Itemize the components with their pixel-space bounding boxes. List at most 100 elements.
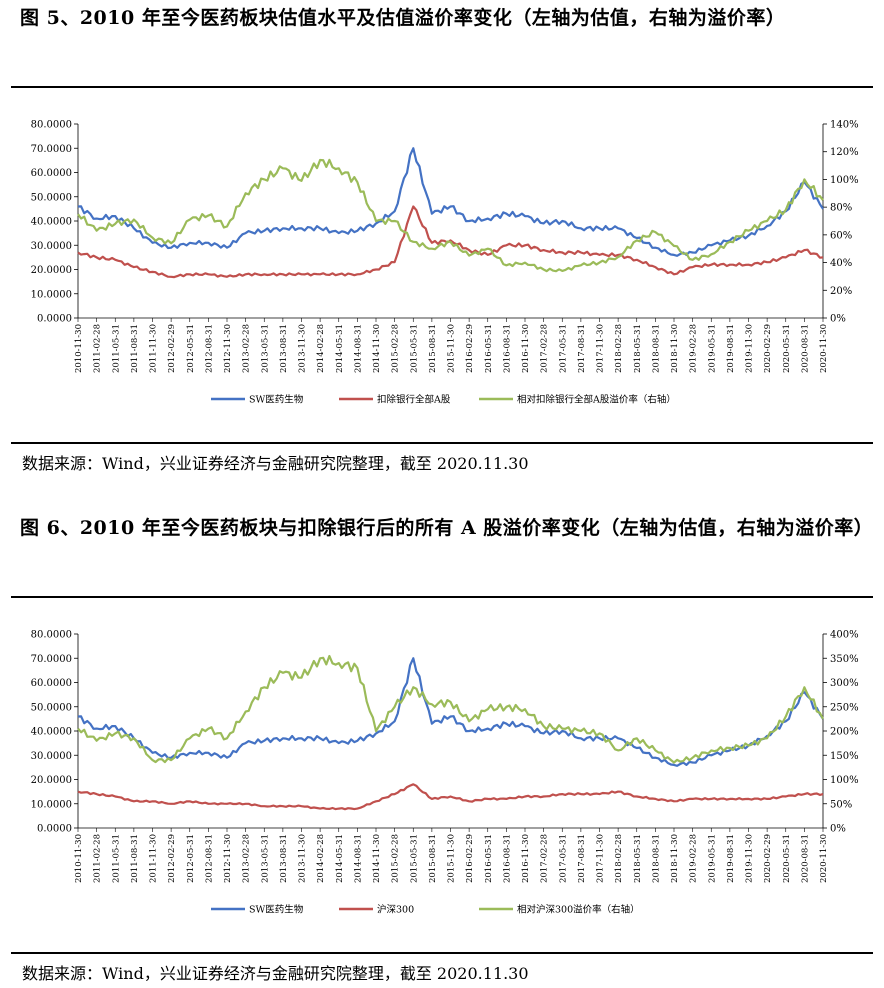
left-tick-label: 20.0000 [31,775,72,786]
x-tick-label: 2013-11-30 [298,324,308,373]
x-tick-label: 2018-02-28 [614,324,624,373]
x-tick-label: 2018-05-31 [633,834,643,883]
right-tick-label: 400% [830,630,859,641]
right-tick-label: 120% [830,147,859,158]
right-tick-label: 350% [830,654,859,665]
left-tick-label: 50.0000 [31,702,72,713]
x-tick-label: 2019-02-28 [689,834,699,883]
x-tick-label: 2020-05-31 [782,324,792,373]
x-tick-label: 2019-05-31 [707,324,717,373]
x-tick-label: 2015-02-28 [391,324,401,373]
left-tick-label: 80.0000 [31,630,72,641]
x-tick-label: 2016-05-31 [484,324,494,373]
x-tick-label: 2012-02-29 [167,834,177,883]
right-tick-label: 0% [830,824,846,835]
x-tick-label: 2013-02-28 [242,324,252,373]
x-tick-label: 2011-05-31 [111,324,121,373]
x-tick-label: 2011-02-28 [93,324,103,373]
x-tick-label: 2015-02-28 [391,834,401,883]
legend-label: 沪深300 [377,904,414,916]
figure-5-bottom-rule [11,442,873,444]
figure-6-bottom-rule [11,952,873,954]
x-tick-label: 2016-02-29 [465,324,475,373]
x-tick-label: 2017-02-28 [540,834,550,883]
x-tick-label: 2014-11-30 [372,834,382,883]
figure-5-chart: 0.0000 10.0000 20.0000 30.0000 40.0000 50.000… [31,120,859,406]
x-tick-label: 2013-05-31 [260,834,270,883]
x-tick-label: 2017-11-30 [596,324,606,373]
x-tick-label: 2015-08-31 [428,324,438,373]
x-tick-label: 2015-05-31 [409,324,419,373]
x-tick-label: 2011-02-28 [93,834,103,883]
x-tick-label: 2020-08-31 [800,834,810,883]
figure-5-top-rule [11,86,873,88]
x-tick-label: 2017-05-31 [558,324,568,373]
x-tick-label: 2013-08-31 [279,834,289,883]
figure-6-top-rule [11,596,873,598]
x-tick-label: 2014-08-31 [353,834,363,883]
x-tick-label: 2016-11-30 [521,324,531,373]
x-tick-label: 2014-08-31 [353,324,363,373]
x-tick-label: 2014-05-31 [335,324,345,373]
x-tick-label: 2020-05-31 [782,834,792,883]
left-tick-label: 60.0000 [31,168,72,179]
x-tick-label: 2011-08-31 [130,834,140,883]
legend-label: 扣除银行全部A股 [377,394,451,406]
left-tick-label: 30.0000 [31,241,72,252]
x-tick-label: 2016-05-31 [484,834,494,883]
x-tick-label: 2015-11-30 [447,324,457,373]
left-tick-label: 0.0000 [37,314,72,325]
x-tick-label: 2010-11-30 [74,324,84,373]
series-line [77,147,824,257]
left-tick-label: 40.0000 [31,217,72,228]
x-tick-label: 2020-08-31 [800,324,810,373]
x-tick-label: 2010-11-30 [74,834,84,883]
right-tick-label: 250% [830,702,859,713]
right-tick-label: 140% [830,120,859,131]
figure-5-source: 数据来源：Wind，兴业证券经济与金融研究院整理，截至 2020.11.30 [22,454,529,473]
x-tick-label: 2013-05-31 [260,324,270,373]
x-tick-label: 2019-11-30 [745,324,755,373]
x-tick-label: 2019-08-31 [726,834,736,883]
x-tick-label: 2011-11-30 [149,324,159,373]
x-tick-label: 2014-02-28 [316,324,326,373]
series-line [77,783,824,811]
x-tick-label: 2019-02-28 [689,324,699,373]
series-line [77,205,824,279]
x-tick-label: 2019-08-31 [726,324,736,373]
right-tick-label: 300% [830,678,859,689]
x-tick-label: 2018-11-30 [670,834,680,883]
right-tick-label: 20% [830,286,852,297]
x-tick-label: 2018-08-31 [651,324,661,373]
right-tick-label: 50% [830,799,852,810]
x-tick-label: 2012-08-31 [204,324,214,373]
left-tick-label: 20.0000 [31,265,72,276]
legend-label: SW医药生物 [249,904,304,916]
legend-label: 相对沪深300溢价率（右轴） [517,904,640,916]
x-tick-label: 2016-08-31 [502,834,512,883]
x-tick-label: 2012-02-29 [167,324,177,373]
legend-label: SW医药生物 [249,394,304,406]
x-tick-label: 2017-05-31 [558,834,568,883]
x-tick-label: 2012-11-30 [223,324,233,373]
right-tick-label: 200% [830,727,859,738]
x-tick-label: 2016-02-29 [465,834,475,883]
left-tick-label: 70.0000 [31,144,72,155]
figure-5-title: 图 5、2010 年至今医药板块估值水平及估值溢价率变化（左轴为估值，右轴为溢价… [20,7,786,29]
x-tick-label: 2016-11-30 [521,834,531,883]
left-tick-label: 40.0000 [31,727,72,738]
x-tick-label: 2018-02-28 [614,834,624,883]
x-tick-label: 2018-11-30 [670,324,680,373]
x-tick-label: 2014-02-28 [316,834,326,883]
x-tick-label: 2014-11-30 [372,324,382,373]
x-tick-label: 2017-02-28 [540,324,550,373]
right-tick-label: 150% [830,751,859,762]
x-tick-label: 2019-11-30 [745,834,755,883]
x-tick-label: 2012-11-30 [223,834,233,883]
x-tick-label: 2012-05-31 [186,834,196,883]
left-tick-label: 60.0000 [31,678,72,689]
x-tick-label: 2015-05-31 [409,834,419,883]
series-line [77,654,824,764]
x-tick-label: 2011-08-31 [130,324,140,373]
right-tick-label: 60% [830,230,852,241]
